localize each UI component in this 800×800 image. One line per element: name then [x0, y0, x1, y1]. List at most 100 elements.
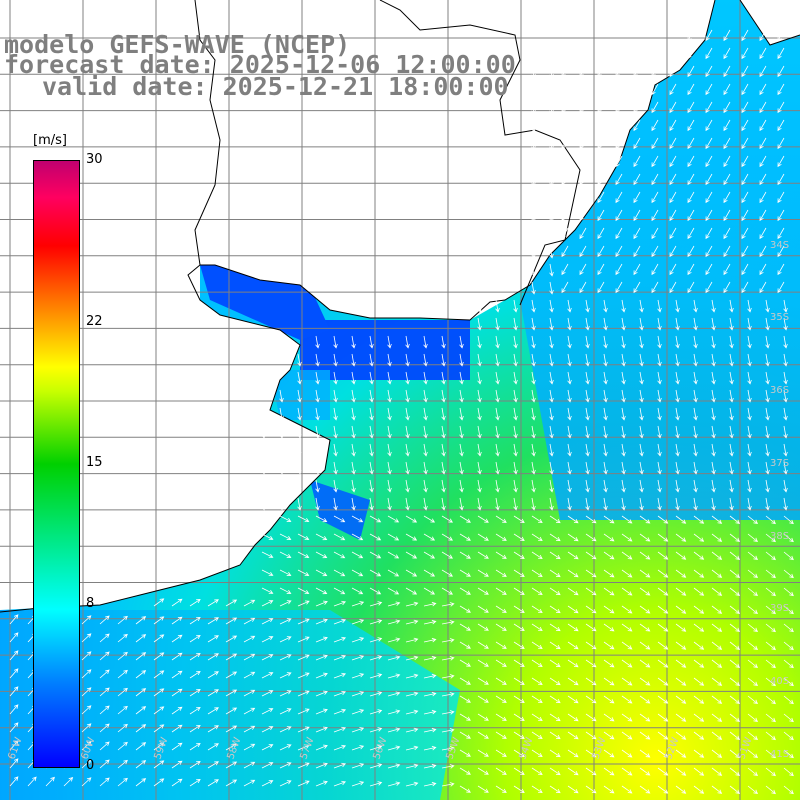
wind-arrow — [567, 371, 572, 385]
wind-arrow — [651, 83, 659, 96]
wind-arrow — [477, 335, 482, 349]
wind-arrow — [423, 443, 428, 457]
wind-arrow — [297, 443, 302, 457]
wind-arrow — [333, 353, 338, 367]
wind-arrow — [81, 705, 92, 715]
wind-arrow — [723, 47, 731, 60]
wind-arrow — [315, 389, 320, 403]
wind-arrow — [567, 605, 579, 614]
wind-arrow — [81, 615, 92, 625]
wind-arrow — [759, 47, 767, 60]
colorbar-tick-label: 30 — [86, 152, 103, 167]
wind-arrow — [639, 461, 644, 475]
wind-arrow — [657, 371, 662, 385]
wind-arrow — [405, 515, 418, 523]
wind-arrow — [207, 761, 219, 769]
wind-arrow — [705, 227, 713, 240]
wind-arrow — [729, 605, 741, 614]
wind-arrow — [261, 515, 274, 522]
wind-arrow — [189, 724, 201, 733]
wind-arrow — [369, 335, 374, 349]
lat-label: 35S — [770, 312, 789, 323]
wind-arrow — [783, 569, 794, 579]
wind-arrow — [495, 731, 507, 739]
wind-arrow — [171, 706, 183, 715]
wind-arrow — [777, 245, 785, 258]
wind-arrow — [531, 155, 536, 169]
wind-arrow — [495, 317, 500, 331]
wind-arrow — [783, 731, 794, 741]
wind-arrow — [747, 353, 752, 367]
wind-arrow — [333, 654, 347, 661]
wind-arrow — [783, 641, 794, 651]
wind-arrow — [243, 635, 256, 643]
wind-arrow — [711, 767, 723, 776]
wind-arrow — [387, 371, 392, 385]
wind-arrow — [423, 691, 437, 697]
wind-arrow — [603, 569, 615, 578]
wind-arrow — [693, 335, 698, 349]
wind-arrow — [723, 245, 731, 258]
wind-arrow — [351, 551, 364, 559]
wind-arrow — [531, 245, 536, 259]
wind-arrow — [459, 713, 471, 721]
wind-arrow — [729, 587, 741, 596]
wind-arrow — [729, 515, 741, 524]
wind-arrow — [669, 281, 677, 294]
wind-arrow — [513, 299, 518, 313]
wind-arrow — [9, 650, 19, 661]
wind-arrow — [651, 173, 659, 186]
wind-arrow — [675, 713, 687, 722]
wind-arrow — [99, 633, 110, 643]
wind-arrow — [561, 191, 569, 204]
wind-arrow — [495, 767, 507, 775]
wind-arrow — [423, 601, 437, 607]
wind-arrow — [369, 353, 374, 367]
wind-arrow — [99, 687, 110, 697]
wind-arrow — [711, 497, 716, 511]
wind-arrow — [567, 335, 572, 349]
wind-arrow — [597, 209, 605, 222]
wind-arrow — [765, 767, 776, 777]
wind-arrow — [747, 461, 752, 475]
wind-arrow — [297, 587, 310, 595]
wind-arrow — [783, 587, 794, 597]
wind-arrow — [585, 713, 597, 722]
wind-arrow — [615, 227, 623, 240]
wind-arrow — [549, 731, 561, 740]
wind-arrow — [705, 245, 713, 258]
wind-arrow — [477, 713, 489, 721]
wind-arrow — [279, 636, 292, 643]
wind-arrow — [495, 335, 500, 349]
wind-arrow — [243, 653, 256, 661]
wind-arrow — [351, 619, 365, 625]
wind-arrow — [675, 659, 687, 668]
wind-arrow — [495, 371, 500, 385]
wind-arrow — [315, 762, 328, 769]
wind-arrow — [423, 533, 436, 541]
wind-arrow — [315, 636, 328, 643]
wind-arrow — [597, 245, 605, 258]
wind-arrow — [585, 515, 597, 524]
wind-arrow — [549, 677, 561, 686]
wind-arrow — [729, 407, 734, 421]
wind-arrow — [315, 672, 328, 679]
wind-arrow — [729, 659, 741, 668]
wind-arrow — [99, 777, 110, 787]
wind-arrow — [333, 780, 347, 787]
wind-arrow — [423, 587, 436, 595]
wind-arrow — [549, 281, 554, 295]
wind-arrow — [675, 443, 680, 457]
wind-arrow — [603, 695, 615, 704]
wind-arrow — [693, 713, 705, 722]
wind-arrow — [171, 742, 183, 751]
wind-arrow — [117, 759, 128, 769]
wind-arrow — [621, 695, 633, 704]
wind-arrow — [711, 353, 716, 367]
wind-arrow — [513, 497, 518, 511]
wind-arrow — [747, 515, 759, 525]
wind-arrow — [693, 533, 705, 542]
wind-arrow — [387, 637, 401, 643]
wind-arrow — [549, 65, 554, 79]
wind-arrow — [711, 677, 723, 686]
